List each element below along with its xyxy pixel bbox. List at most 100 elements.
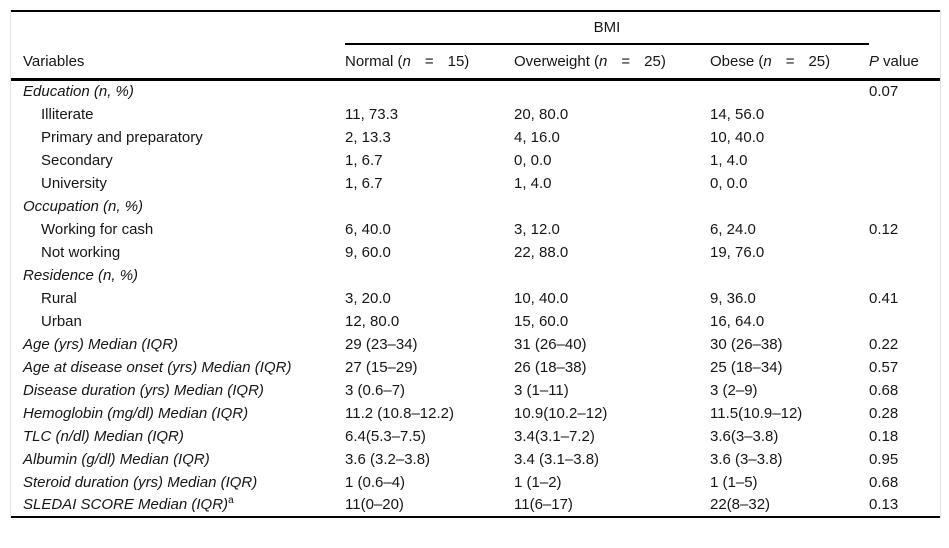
spanner-row: BMI: [11, 11, 940, 45]
row-label-cell: Age at disease onset (yrs) Median (IQR): [11, 356, 345, 379]
table-row: Working for cash 6, 40.0 3, 12.0 6, 24.0…: [11, 218, 940, 241]
header-overweight-equals: =: [621, 53, 631, 70]
row-label-cell: Secondary: [11, 149, 345, 172]
table-row: Secondary 1, 6.7 0, 0.0 1, 4.0: [11, 149, 940, 172]
p-value-cell: 0.68: [869, 381, 899, 399]
row-label-cell: Urban: [11, 310, 345, 333]
table-row: Primary and preparatory 2, 13.3 4, 16.0 …: [11, 126, 940, 149]
value-overweight: 3, 12.0: [514, 220, 560, 238]
p-value-cell: [869, 195, 940, 218]
p-value-cell: 0.68: [869, 473, 899, 491]
bmi-comparison-table: BMI Variables Normal (n = 15) Overweight (…: [11, 10, 940, 518]
value-normal: 3 (0.6–7): [345, 381, 406, 399]
footnote-marker: a: [228, 495, 234, 506]
header-overweight-n: n: [599, 53, 608, 70]
value-normal: 3.6 (3.2–3.8): [345, 450, 431, 468]
table-body: Education (n, %) 0.07 Illiterate 11, 73.…: [11, 80, 940, 517]
value-normal: 1, 6.7: [345, 151, 383, 169]
value-normal: 29 (23–34): [345, 335, 418, 353]
value-obese: 3.6 (3–3.8): [710, 450, 783, 468]
value-overweight: 10.9(10.2–12): [514, 404, 608, 422]
row-label-cell: Disease duration (yrs) Median (IQR): [11, 379, 345, 402]
table-row: Age (yrs) Median (IQR) 29 (23–34) 31 (26…: [11, 333, 940, 356]
row-label: Not working: [41, 243, 121, 261]
p-value-cell: 0.22: [869, 335, 899, 353]
value-overweight: 11(6–17): [514, 496, 573, 513]
column-header-row: Variables Normal (n = 15) Overweight (n = 25…: [11, 44, 940, 81]
p-value-cell: 0.41: [869, 289, 899, 307]
value-normal: 6.4(5.3–7.5): [345, 427, 426, 445]
value-overweight: 3.4 (3.1–3.8): [514, 450, 600, 468]
value-obese: 6, 24.0: [710, 220, 756, 238]
value-obese: 3.6(3–3.8): [710, 427, 779, 445]
row-label-cell: Illiterate: [11, 103, 345, 126]
row-label: University: [41, 174, 107, 192]
row-label-cell: Primary and preparatory: [11, 126, 345, 149]
header-normal-prefix: Normal (: [345, 53, 403, 70]
p-value-cell: [869, 103, 940, 126]
p-value-cell: [869, 264, 940, 287]
value-obese: 9, 36.0: [710, 289, 756, 307]
value-overweight: [514, 264, 710, 287]
value-normal: 11, 73.3: [345, 105, 399, 123]
value-obese: 0, 0.0: [710, 174, 748, 192]
value-normal: 11(0–20): [345, 496, 404, 513]
row-label: Age (yrs) Median (IQR): [23, 335, 179, 353]
table-row: SLEDAI SCORE Median (IQR)a 11(0–20) 11(6…: [11, 494, 940, 517]
row-label: Disease duration (yrs) Median (IQR): [23, 381, 264, 399]
row-label-cell: Education (n, %): [11, 80, 345, 103]
header-obese-equals: =: [785, 53, 795, 70]
row-label: Hemoglobin (mg/dl) Median (IQR): [23, 404, 249, 422]
row-label-cell: University: [11, 172, 345, 195]
header-obese-count: 25): [808, 53, 831, 70]
header-obese-n: n: [763, 53, 772, 70]
header-normal-n: n: [402, 53, 411, 70]
value-normal: 3, 20.0: [345, 289, 391, 307]
value-obese: 3 (2–9): [710, 381, 758, 399]
column-header-obese: Obese (n = 25): [710, 44, 869, 81]
p-value-cell: 0.95: [869, 450, 899, 468]
row-label: Working for cash: [41, 220, 154, 238]
p-value-cell: 0.13: [869, 496, 899, 513]
row-label: Steroid duration (yrs) Median (IQR): [23, 473, 258, 491]
value-obese: 14, 56.0: [710, 105, 765, 123]
row-label-cell: Age (yrs) Median (IQR): [11, 333, 345, 356]
value-overweight: 22, 88.0: [514, 243, 569, 261]
row-label-cell: Rural: [11, 287, 345, 310]
row-label-cell: Occupation (n, %): [11, 195, 345, 218]
table-row: Age at disease onset (yrs) Median (IQR) …: [11, 356, 940, 379]
header-p-rest: value: [883, 52, 919, 70]
value-overweight: [514, 80, 710, 103]
row-label-cell: Hemoglobin (mg/dl) Median (IQR): [11, 402, 345, 425]
row-label-cell: TLC (n/dl) Median (IQR): [11, 425, 345, 448]
value-overweight: 3.4(3.1–7.2): [514, 427, 595, 445]
value-normal: 6, 40.0: [345, 220, 391, 238]
value-obese: 1 (1–5): [710, 473, 758, 491]
value-overweight: [514, 195, 710, 218]
bmi-spanner-header: BMI: [345, 11, 869, 45]
value-obese: 30 (26–38): [710, 335, 783, 353]
value-normal: 27 (15–29): [345, 358, 418, 376]
header-overweight-count: 25): [644, 53, 666, 70]
table-row: University 1, 6.7 1, 4.0 0, 0.0: [11, 172, 940, 195]
row-label: Albumin (g/dl) Median (IQR): [23, 450, 210, 468]
spanner-blank-left: [11, 11, 345, 44]
row-label: SLEDAI SCORE Median (IQR): [23, 496, 229, 513]
row-label: Primary and preparatory: [41, 128, 203, 146]
value-overweight: 1 (1–2): [514, 473, 562, 491]
value-obese: 16, 64.0: [710, 312, 765, 330]
value-overweight: 20, 80.0: [514, 105, 569, 123]
value-normal: 1, 6.7: [345, 174, 383, 192]
value-obese: [710, 264, 869, 287]
row-label-cell: Working for cash: [11, 218, 345, 241]
row-label-cell: Residence (n, %): [11, 264, 345, 287]
table-header: BMI Variables Normal (n = 15) Overweight (…: [11, 11, 940, 81]
p-value-cell: [869, 172, 940, 195]
row-label: TLC (n/dl) Median (IQR): [23, 427, 184, 445]
value-obese: 11.5(10.9–12): [710, 404, 803, 422]
row-label-cell: Albumin (g/dl) Median (IQR): [11, 448, 345, 471]
spanner-blank-right: [869, 11, 940, 44]
value-normal: 12, 80.0: [345, 312, 400, 330]
value-normal: 9, 60.0: [345, 243, 391, 261]
